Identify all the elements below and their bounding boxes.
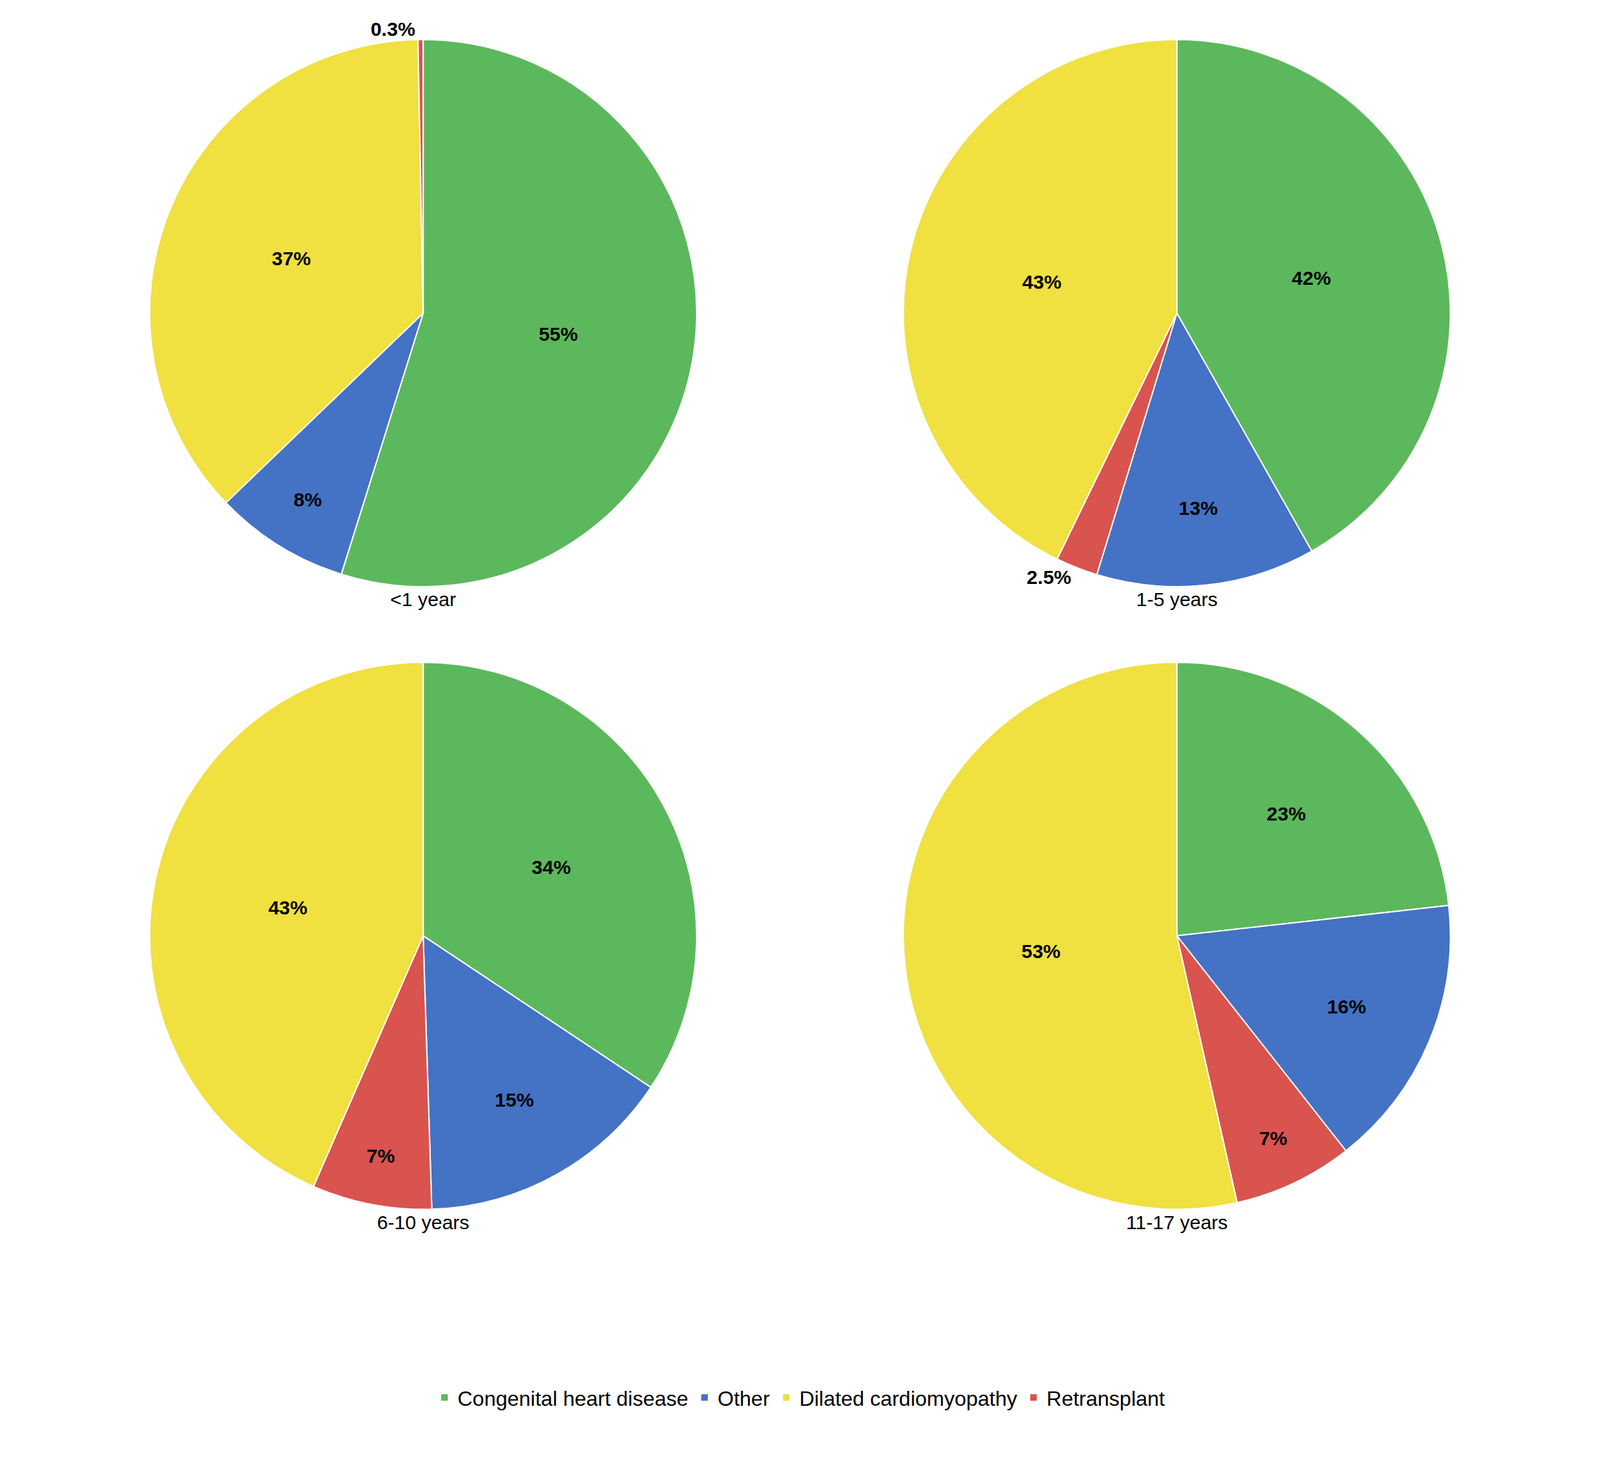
svg-text:<1 year: <1 year [390,588,457,611]
svg-text:43%: 43% [268,896,308,919]
svg-text:2.5%: 2.5% [1026,566,1071,588]
svg-text:11-17 years: 11-17 years [1126,1211,1228,1234]
svg-text:55%: 55% [538,323,579,345]
svg-text:Congenital heart disease: Congenital heart disease [457,1386,689,1411]
svg-text:13%: 13% [1178,497,1219,519]
svg-text:7%: 7% [366,1145,395,1167]
svg-text:0.3%: 0.3% [370,18,416,40]
svg-text:1-5 years: 1-5 years [1135,588,1218,611]
svg-text:23%: 23% [1266,802,1307,825]
svg-text:Other: Other [717,1386,770,1411]
svg-text:34%: 34% [531,856,571,878]
svg-text:37%: 37% [271,247,311,270]
svg-text:Retransplant: Retransplant [1046,1386,1166,1411]
svg-text:7%: 7% [1259,1127,1288,1150]
svg-text:16%: 16% [1326,995,1367,1018]
svg-text:Dilated cardiomyopathy: Dilated cardiomyopathy [799,1386,1017,1411]
svg-text:8%: 8% [293,488,322,511]
svg-text:6-10 years: 6-10 years [376,1211,470,1234]
svg-text:15%: 15% [494,1089,534,1111]
svg-text:43%: 43% [1022,271,1062,293]
svg-text:53%: 53% [1021,940,1061,962]
svg-text:42%: 42% [1291,267,1331,289]
